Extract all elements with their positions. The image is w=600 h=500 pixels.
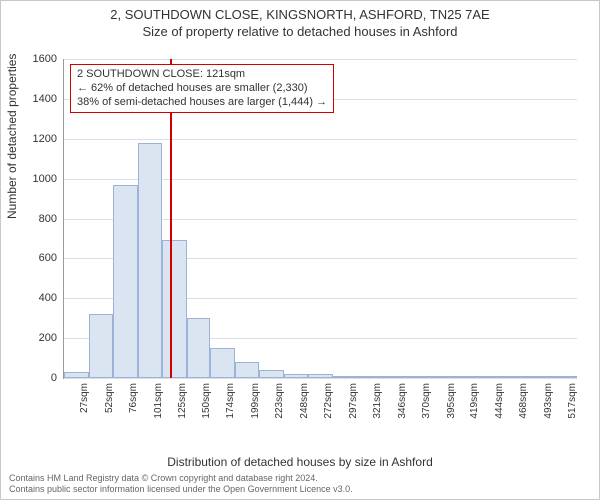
histogram-bar: [479, 376, 503, 378]
x-tick-label: 223sqm: [274, 383, 285, 419]
histogram-bar: [235, 362, 259, 378]
x-tick-label: 419sqm: [469, 383, 480, 419]
x-tick-label: 150sqm: [201, 383, 212, 419]
histogram-bar: [454, 376, 479, 378]
x-tick-label: 370sqm: [421, 383, 432, 419]
histogram-bar: [528, 376, 552, 378]
y-tick-label: 200: [17, 332, 57, 344]
copyright-text: Contains HM Land Registry data © Crown c…: [9, 473, 591, 495]
y-tick-label: 1400: [17, 93, 57, 105]
copyright-line-1: Contains HM Land Registry data © Crown c…: [9, 473, 591, 484]
histogram-bar: [259, 370, 284, 378]
gridline: [64, 59, 577, 60]
histogram-bar: [382, 376, 406, 378]
x-tick-label: 493sqm: [543, 383, 554, 419]
histogram-bar: [64, 372, 89, 378]
info-line-1: 2 SOUTHDOWN CLOSE: 121sqm: [77, 68, 327, 82]
histogram-bar: [89, 314, 113, 378]
y-tick-label: 1200: [17, 133, 57, 145]
chart-title-line1: 2, SOUTHDOWN CLOSE, KINGSNORTH, ASHFORD,…: [1, 7, 599, 22]
x-tick-label: 444sqm: [494, 383, 505, 419]
copyright-line-2: Contains public sector information licen…: [9, 484, 591, 495]
histogram-bar: [406, 376, 431, 378]
y-tick-label: 600: [17, 252, 57, 264]
histogram-bar: [431, 376, 455, 378]
info-line-3: 38% of semi-detached houses are larger (…: [77, 96, 327, 110]
chart-title-line2: Size of property relative to detached ho…: [1, 24, 599, 39]
y-tick-label: 400: [17, 292, 57, 304]
x-tick-label: 272sqm: [323, 383, 334, 419]
gridline: [64, 139, 577, 140]
histogram-bar: [357, 376, 382, 378]
histogram-bar: [308, 374, 333, 378]
marker-info-box: 2 SOUTHDOWN CLOSE: 121sqm ← 62% of detac…: [70, 64, 334, 113]
chart-container: 2, SOUTHDOWN CLOSE, KINGSNORTH, ASHFORD,…: [0, 0, 600, 500]
x-tick-label: 27sqm: [79, 383, 90, 413]
histogram-bar: [113, 185, 138, 378]
x-tick-label: 52sqm: [104, 383, 115, 413]
histogram-bar: [187, 318, 211, 378]
histogram-bar: [210, 348, 235, 378]
x-tick-label: 321sqm: [372, 383, 383, 419]
histogram-bar: [503, 376, 528, 378]
x-tick-label: 125sqm: [177, 383, 188, 419]
x-tick-label: 174sqm: [225, 383, 236, 419]
x-tick-label: 517sqm: [567, 383, 578, 419]
histogram-bar: [552, 376, 577, 378]
x-tick-label: 297sqm: [348, 383, 359, 419]
x-tick-label: 248sqm: [299, 383, 310, 419]
y-tick-label: 1000: [17, 173, 57, 185]
info-line-2: ← 62% of detached houses are smaller (2,…: [77, 82, 327, 96]
x-tick-label: 76sqm: [128, 383, 139, 413]
x-tick-label: 199sqm: [250, 383, 261, 419]
y-tick-label: 800: [17, 213, 57, 225]
x-tick-label: 101sqm: [153, 383, 164, 419]
histogram-bar: [138, 143, 162, 378]
y-tick-label: 1600: [17, 53, 57, 65]
x-tick-label: 395sqm: [446, 383, 457, 419]
histogram-bar: [333, 376, 357, 378]
y-tick-label: 0: [17, 372, 57, 384]
x-axis-label: Distribution of detached houses by size …: [1, 455, 599, 469]
x-tick-label: 468sqm: [518, 383, 529, 419]
histogram-bar: [284, 374, 308, 378]
gridline: [64, 378, 577, 379]
x-tick-label: 346sqm: [397, 383, 408, 419]
histogram-bar: [162, 240, 187, 378]
